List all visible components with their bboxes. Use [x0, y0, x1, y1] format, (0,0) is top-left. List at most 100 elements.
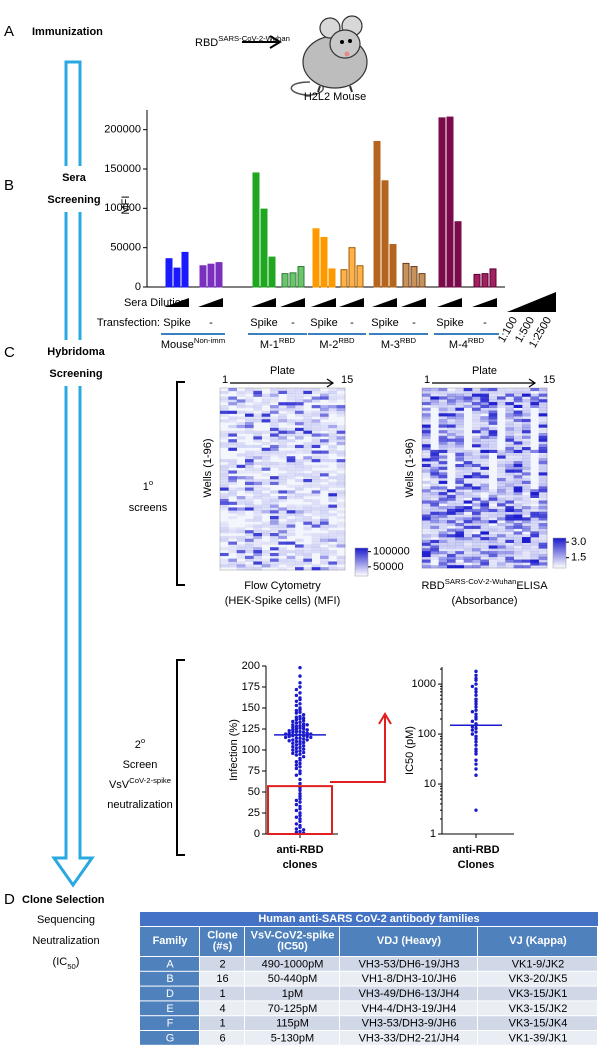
heatmap-cell: [538, 416, 548, 420]
heatmap-cell: [430, 489, 439, 493]
heatmap-cell: [513, 497, 523, 501]
heatmap-cell: [463, 565, 473, 569]
heatmap-cell: [538, 531, 548, 535]
heatmap-cell: [497, 466, 506, 470]
heatmap-cell: [538, 461, 548, 465]
heatmap-cell: [270, 405, 279, 409]
heatmap-cell: [245, 550, 254, 554]
heatmap-cell: [236, 470, 246, 474]
heatmap-cell: [328, 470, 337, 474]
heatmap-cell: [538, 441, 548, 445]
dilution-wedge: [164, 298, 189, 307]
heatmap-cell: [295, 450, 304, 454]
data-point: [301, 727, 306, 731]
heatmap-cell: [278, 481, 287, 485]
heatmap-cell: [430, 486, 439, 490]
heatmap-cell: [270, 430, 279, 434]
data-point: [474, 673, 478, 678]
data-point: [298, 710, 302, 714]
heatmap-cell: [228, 547, 237, 551]
heatmap-cell: [505, 480, 514, 484]
heatmap-cell: [513, 514, 523, 518]
heatmap-cell: [336, 481, 346, 485]
heatmap-cell: [438, 393, 448, 397]
heatmap-cell: [228, 479, 237, 483]
heatmap-cell: [497, 404, 506, 408]
heatmap-cell: [286, 555, 296, 559]
heatmap-cell: [422, 421, 431, 425]
heatmap-cell: [455, 545, 464, 549]
heatmap-cell: [295, 459, 304, 463]
heatmap-cell: [430, 475, 439, 479]
heatmap-cell: [513, 537, 523, 541]
heatmap-cell: [522, 421, 531, 425]
heatmap-cell: [261, 467, 271, 471]
data-point: [305, 734, 309, 739]
heatmap-cell: [497, 562, 506, 566]
heatmap-cell: [447, 503, 456, 507]
heatmap-cell: [505, 424, 514, 428]
heatmap-cell: [261, 461, 271, 466]
heatmap-cell: [295, 518, 304, 522]
bar: [402, 262, 410, 288]
heatmap-cell: [480, 475, 489, 479]
heatmap-cell: [236, 390, 246, 394]
data-point: [287, 731, 291, 735]
heatmap-cell: [497, 528, 506, 532]
heatmap-cell: [320, 459, 329, 463]
heatmap-cell: [455, 388, 464, 392]
heatmap-cell: [270, 476, 279, 480]
heatmap-cell: [228, 396, 237, 400]
heatmap-cell: [538, 562, 548, 566]
y-tick-label: 25: [248, 807, 260, 819]
heatmap-cell: [505, 531, 514, 535]
heatmap-cell: [497, 506, 506, 510]
heatmap-cell: [286, 388, 296, 392]
heatmap-cell: [488, 537, 498, 541]
wells-label: Wells (1-96): [202, 438, 214, 497]
heatmap-cell: [328, 507, 337, 511]
heatmap-cell: [522, 399, 531, 403]
heatmap-cell: [505, 461, 514, 465]
table-title: Human anti-SARS CoV-2 antibody families: [258, 913, 479, 925]
heatmap-cell: [430, 497, 439, 501]
heatmap-cell: [245, 535, 254, 540]
data-point: [474, 808, 478, 812]
heatmap-cell: [538, 388, 548, 392]
heatmap-cell: [513, 466, 523, 470]
heatmap-cell: [430, 469, 439, 473]
heatmap-cell: [278, 433, 287, 437]
heatmap-cell: [438, 542, 448, 546]
heatmap-cell: [220, 464, 229, 468]
heatmap-cell: [311, 390, 321, 394]
heatmap-cell: [320, 424, 329, 429]
heatmap-cell: [480, 531, 489, 535]
cell-text: G: [166, 1032, 175, 1044]
heatmap-cell: [538, 520, 548, 524]
heatmap-cell: [488, 393, 498, 397]
heatmap-cell: [472, 455, 481, 459]
table-cell: [340, 986, 477, 1001]
data-point: [298, 797, 302, 801]
heatmap-cell: [497, 492, 506, 496]
plate-arrow: [432, 378, 537, 388]
heatmap-cell: [488, 553, 498, 558]
heatmap-cell: [455, 399, 464, 403]
heatmap-cell: [311, 453, 321, 457]
heatmap-cell: [497, 489, 506, 493]
heatmap-cell: [328, 524, 337, 528]
heatmap-cell: [261, 524, 271, 528]
table-cell: [478, 957, 597, 971]
heatmap-cell: [513, 438, 523, 442]
heatmap-cell: [463, 525, 473, 529]
heatmap-cell: [530, 565, 539, 569]
heatmap-cell: [236, 402, 246, 406]
heatmap-cell: [422, 449, 431, 453]
heatmap-cell: [303, 399, 312, 403]
heatmap-cell: [505, 486, 514, 490]
text-part: 2: [135, 739, 141, 751]
heatmap-cell: [505, 545, 514, 549]
heatmap-cell: [530, 545, 539, 549]
heatmap-cell: [336, 521, 346, 525]
heatmap-cell: [303, 504, 312, 508]
